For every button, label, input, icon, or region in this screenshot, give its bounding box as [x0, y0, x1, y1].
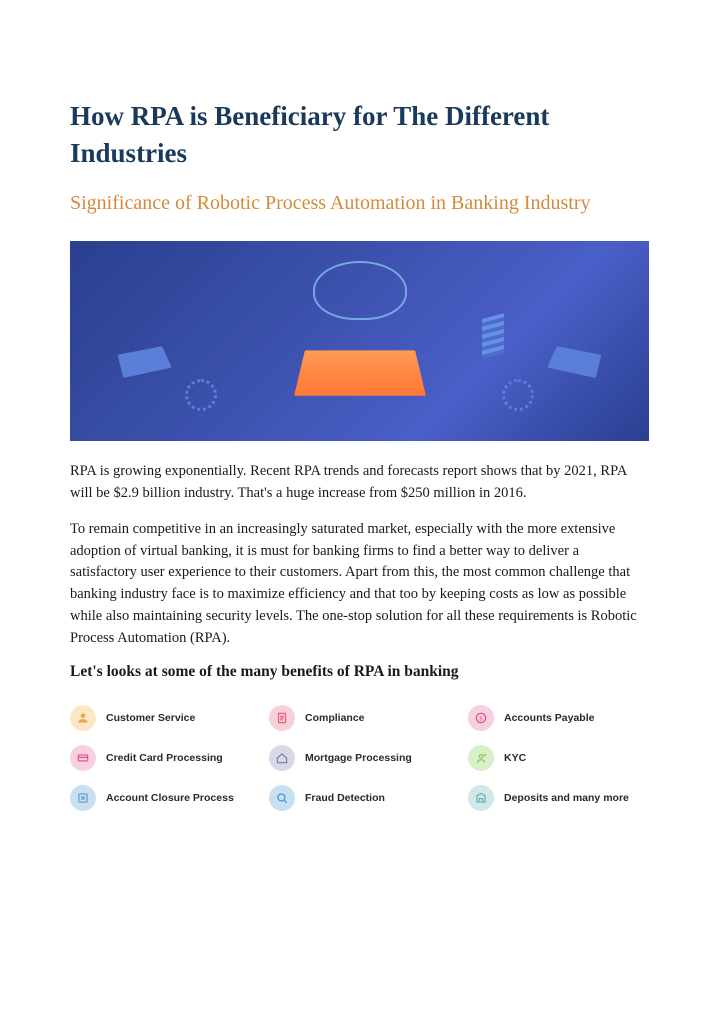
gear-icon [502, 379, 534, 411]
kyc-icon [468, 745, 494, 771]
benefit-label: Fraud Detection [305, 792, 385, 804]
benefits-grid: Customer Service Compliance $ Accounts P… [70, 705, 649, 811]
page-title: How RPA is Beneficiary for The Different… [70, 98, 649, 171]
credit-card-icon [70, 745, 96, 771]
benefit-item: Fraud Detection [269, 785, 450, 811]
benefit-label: Mortgage Processing [305, 752, 412, 764]
body-paragraph: To remain competitive in an increasingly… [70, 519, 649, 650]
benefit-item: Account Closure Process [70, 785, 251, 811]
compliance-icon [269, 705, 295, 731]
benefit-label: Customer Service [106, 712, 195, 724]
body-paragraph: RPA is growing exponentially. Recent RPA… [70, 461, 649, 505]
hero-illustration [70, 241, 649, 441]
benefit-item: Credit Card Processing [70, 745, 251, 771]
server-icon [482, 313, 504, 359]
laptop-icon [547, 346, 601, 378]
account-closure-icon [70, 785, 96, 811]
benefit-label: Deposits and many more [504, 792, 629, 804]
gear-icon [185, 379, 217, 411]
deposits-icon [468, 785, 494, 811]
laptop-icon [118, 346, 172, 378]
benefit-label: Accounts Payable [504, 712, 594, 724]
benefit-item: Compliance [269, 705, 450, 731]
benefit-item: Customer Service [70, 705, 251, 731]
platform-shape [294, 350, 426, 395]
page-subtitle: Significance of Robotic Process Automati… [70, 189, 649, 217]
fraud-detection-icon [269, 785, 295, 811]
customer-service-icon [70, 705, 96, 731]
benefit-label: Credit Card Processing [106, 752, 223, 764]
benefit-item: $ Accounts Payable [468, 705, 649, 731]
benefit-label: KYC [504, 752, 526, 764]
benefit-label: Account Closure Process [106, 792, 234, 804]
benefit-item: Deposits and many more [468, 785, 649, 811]
benefit-label: Compliance [305, 712, 365, 724]
svg-text:$: $ [480, 716, 483, 723]
mortgage-icon [269, 745, 295, 771]
benefit-item: KYC [468, 745, 649, 771]
brain-icon [313, 261, 407, 320]
benefit-item: Mortgage Processing [269, 745, 450, 771]
accounts-payable-icon: $ [468, 705, 494, 731]
benefits-heading: Let's looks at some of the many benefits… [70, 663, 649, 681]
